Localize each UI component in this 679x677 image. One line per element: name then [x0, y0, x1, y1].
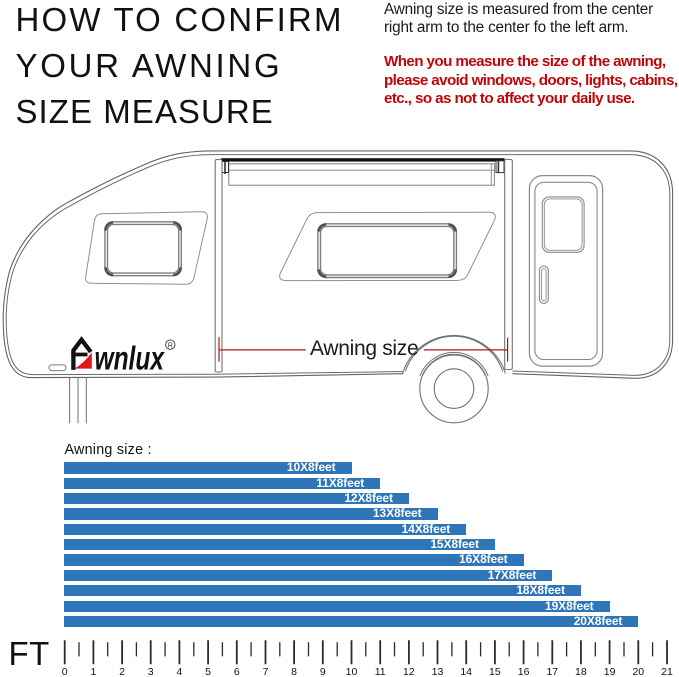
- svg-text:wnlux: wnlux: [95, 339, 166, 376]
- svg-text:R: R: [168, 342, 173, 349]
